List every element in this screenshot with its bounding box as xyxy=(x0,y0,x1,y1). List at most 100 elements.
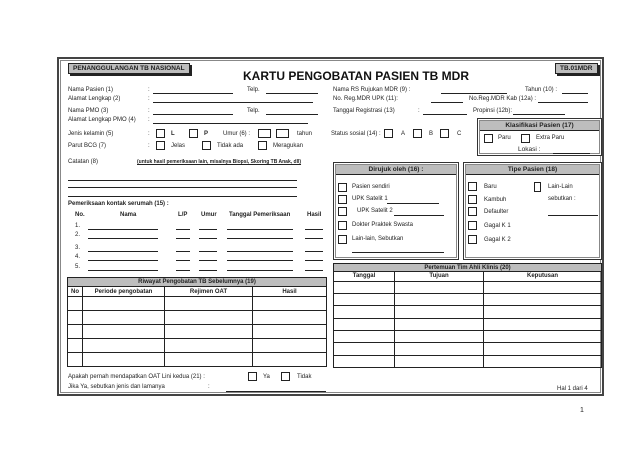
pertemuan-cell[interactable] xyxy=(394,329,484,344)
kontak-field[interactable] xyxy=(88,251,158,252)
checkbox-ya[interactable] xyxy=(248,372,257,381)
kontak-field[interactable] xyxy=(199,238,217,239)
kontak-field[interactable] xyxy=(199,270,217,271)
riwayat-cell[interactable] xyxy=(67,352,83,367)
checkbox-l[interactable] xyxy=(156,129,165,138)
riwayat-cell[interactable] xyxy=(164,310,253,325)
nama-pmo-field[interactable] xyxy=(153,114,233,115)
riwayat-cell[interactable] xyxy=(82,324,165,339)
kontak-field[interactable] xyxy=(176,229,190,230)
riwayat-cell[interactable] xyxy=(67,310,83,325)
checkbox-dirujuk[interactable] xyxy=(338,221,347,230)
lokasi-field[interactable] xyxy=(553,153,590,154)
pertemuan-cell[interactable] xyxy=(483,329,602,344)
riwayat-cell[interactable] xyxy=(67,324,83,339)
kontak-field[interactable] xyxy=(88,260,158,261)
kontak-field[interactable] xyxy=(199,251,217,252)
telp-pmo-field[interactable] xyxy=(266,114,318,115)
catatan-line[interactable] xyxy=(68,187,297,188)
pertemuan-cell[interactable] xyxy=(333,329,395,344)
pertemuan-cell[interactable] xyxy=(394,342,484,356)
pertemuan-cell[interactable] xyxy=(333,280,395,294)
checkbox-dirujuk[interactable] xyxy=(338,195,347,204)
kontak-field[interactable] xyxy=(305,238,323,239)
kontak-field[interactable] xyxy=(305,270,323,271)
riwayat-cell[interactable] xyxy=(164,324,253,339)
checkbox-meragukan[interactable] xyxy=(258,141,267,150)
pertemuan-cell[interactable] xyxy=(333,342,395,356)
telp-field[interactable] xyxy=(266,93,318,94)
riwayat-cell[interactable] xyxy=(67,296,83,311)
checkbox-tipe[interactable] xyxy=(468,182,477,191)
kontak-field[interactable] xyxy=(88,238,158,239)
kontak-field[interactable] xyxy=(305,251,323,252)
riwayat-cell[interactable] xyxy=(67,338,83,353)
no-reg-upk-field[interactable] xyxy=(431,102,463,103)
nama-rs-field[interactable] xyxy=(441,93,507,94)
riwayat-cell[interactable] xyxy=(164,352,253,367)
checkbox-extra-paru[interactable] xyxy=(521,134,530,143)
kontak-field[interactable] xyxy=(176,260,190,261)
riwayat-cell[interactable] xyxy=(252,352,327,367)
pertemuan-cell[interactable] xyxy=(333,317,395,331)
propinsi-field[interactable] xyxy=(513,114,565,115)
upk-satelit-2-field[interactable] xyxy=(394,215,444,216)
checkbox-dirujuk[interactable] xyxy=(338,183,347,192)
riwayat-cell[interactable] xyxy=(82,338,165,353)
riwayat-cell[interactable] xyxy=(252,338,327,353)
pertemuan-cell[interactable] xyxy=(394,305,484,319)
riwayat-cell[interactable] xyxy=(82,296,165,311)
pertemuan-cell[interactable] xyxy=(333,305,395,319)
riwayat-cell[interactable] xyxy=(252,310,327,325)
kontak-field[interactable] xyxy=(227,260,293,261)
checkbox-tipe[interactable] xyxy=(468,221,477,230)
pertemuan-cell[interactable] xyxy=(394,280,484,294)
riwayat-cell[interactable] xyxy=(252,324,327,339)
kontak-field[interactable] xyxy=(227,229,293,230)
kontak-field[interactable] xyxy=(176,251,190,252)
checkbox-b[interactable] xyxy=(413,129,422,138)
pertemuan-cell[interactable] xyxy=(394,317,484,331)
pertemuan-cell[interactable] xyxy=(333,292,395,307)
upk-satelit-1-field[interactable] xyxy=(387,203,439,204)
tanggal-registrasi-field[interactable] xyxy=(423,114,467,115)
checkbox-paru[interactable] xyxy=(484,134,493,143)
kontak-field[interactable] xyxy=(88,270,158,271)
sebutkan-field[interactable] xyxy=(548,215,598,216)
pertemuan-cell[interactable] xyxy=(394,354,484,369)
nama-pasien-field[interactable] xyxy=(153,93,233,94)
riwayat-cell[interactable] xyxy=(164,296,253,311)
kontak-field[interactable] xyxy=(305,260,323,261)
riwayat-cell[interactable] xyxy=(252,296,327,311)
kontak-field[interactable] xyxy=(227,251,293,252)
tahun-field[interactable] xyxy=(562,93,588,94)
kontak-field[interactable] xyxy=(176,238,190,239)
kontak-field[interactable] xyxy=(199,229,217,230)
checkbox-lain-lain[interactable] xyxy=(534,182,541,192)
checkbox-tipe[interactable] xyxy=(468,195,477,204)
oat-jika-field[interactable] xyxy=(226,391,326,392)
pertemuan-cell[interactable] xyxy=(483,280,602,294)
riwayat-cell[interactable] xyxy=(164,338,253,353)
pertemuan-cell[interactable] xyxy=(483,342,602,356)
checkbox-tipe[interactable] xyxy=(468,235,477,244)
pertemuan-cell[interactable] xyxy=(483,317,602,331)
checkbox-a[interactable] xyxy=(384,129,393,138)
checkbox-c[interactable] xyxy=(440,129,449,138)
pertemuan-cell[interactable] xyxy=(394,292,484,307)
kontak-field[interactable] xyxy=(88,229,158,230)
alamat-pmo-field[interactable] xyxy=(153,123,308,124)
checkbox-tidak[interactable] xyxy=(281,372,290,381)
checkbox-tipe[interactable] xyxy=(468,207,477,216)
checkbox-dirujuk[interactable] xyxy=(338,235,347,244)
kontak-field[interactable] xyxy=(227,238,293,239)
no-reg-kab-field[interactable] xyxy=(538,102,588,103)
kontak-field[interactable] xyxy=(176,270,190,271)
kontak-field[interactable] xyxy=(199,260,217,261)
pertemuan-cell[interactable] xyxy=(333,354,395,369)
umur-digit-1[interactable] xyxy=(258,129,271,138)
alamat-field[interactable] xyxy=(153,102,313,103)
pertemuan-cell[interactable] xyxy=(483,292,602,307)
checkbox-jelas[interactable] xyxy=(156,141,165,150)
pertemuan-cell[interactable] xyxy=(483,305,602,319)
